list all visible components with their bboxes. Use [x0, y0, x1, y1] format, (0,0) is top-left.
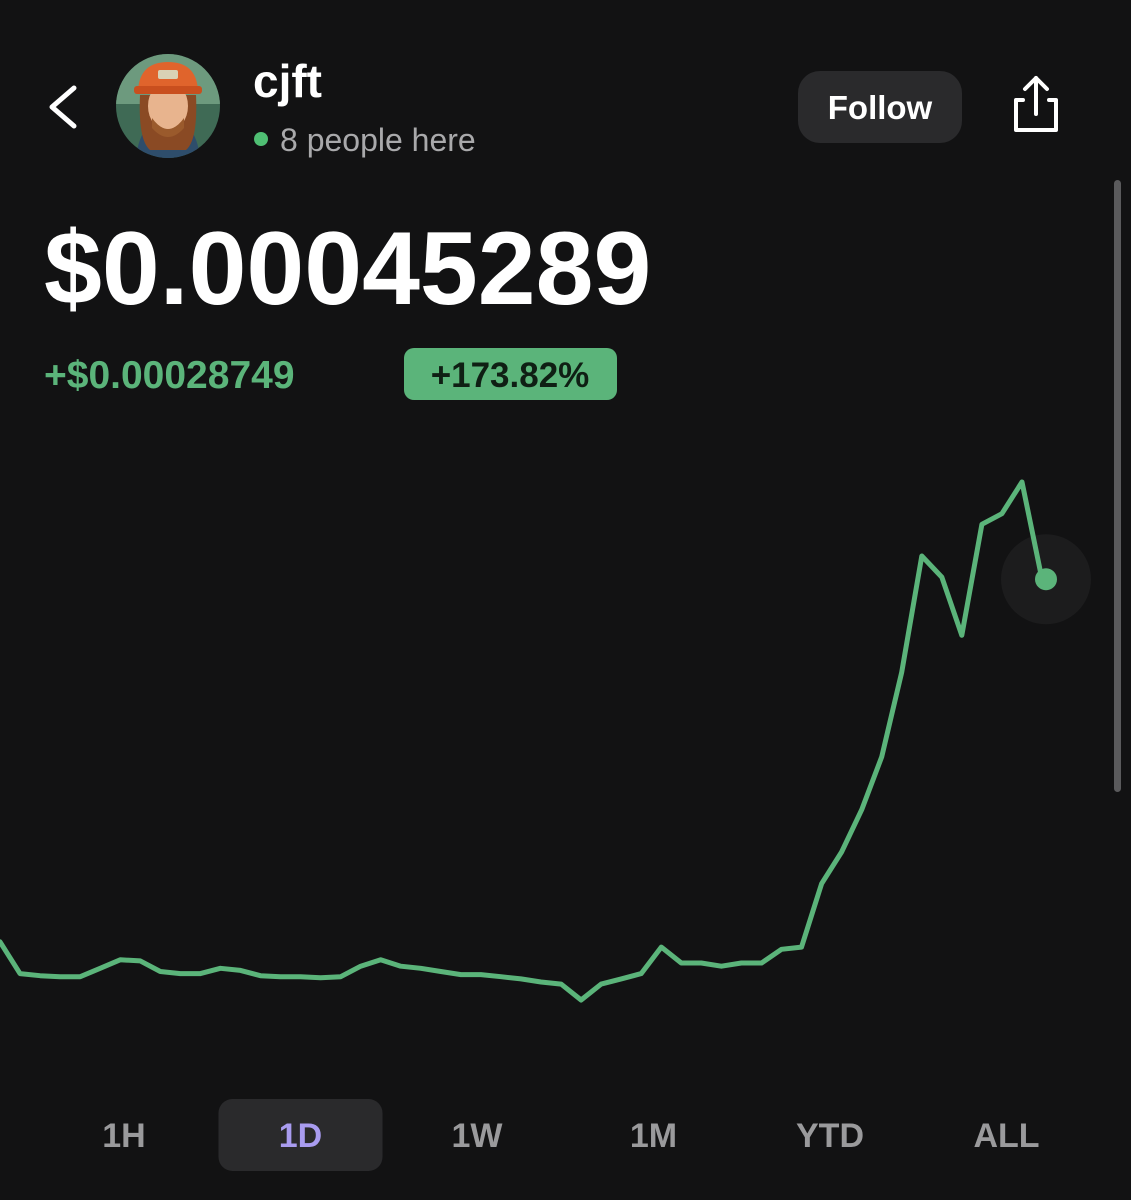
presence-dot [254, 132, 268, 146]
price-change: +$0.00028749 [44, 354, 295, 397]
scrollbar [1114, 180, 1121, 792]
timeframe-tab[interactable]: ALL [973, 1117, 1039, 1155]
price-line [0, 479, 1045, 1003]
current-point [1035, 568, 1057, 591]
active-tab [218, 1099, 383, 1171]
percent-badge [404, 348, 617, 400]
percent-change: +173.82% [431, 356, 590, 395]
avatar[interactable] [116, 54, 220, 158]
timeframe-tabs: 1H 1D 1W 1M YTD ALL [102, 1099, 1040, 1171]
back-button[interactable] [49, 85, 77, 129]
share-button[interactable] [1014, 76, 1058, 132]
price-chart [0, 479, 1091, 1003]
price: $0.00045289 [44, 211, 651, 327]
presence-text: 8 people here [280, 122, 476, 158]
follow-button[interactable] [798, 71, 962, 143]
timeframe-tab[interactable]: YTD [796, 1117, 864, 1155]
timeframe-tab[interactable]: 1M [630, 1117, 677, 1155]
user-name: cjft [253, 55, 322, 107]
timeframe-tab[interactable]: 1W [452, 1117, 504, 1155]
timeframe-tab[interactable]: 1D [279, 1117, 322, 1155]
follow-label[interactable]: Follow [828, 89, 933, 126]
timeframe-tab[interactable]: 1H [102, 1117, 145, 1155]
